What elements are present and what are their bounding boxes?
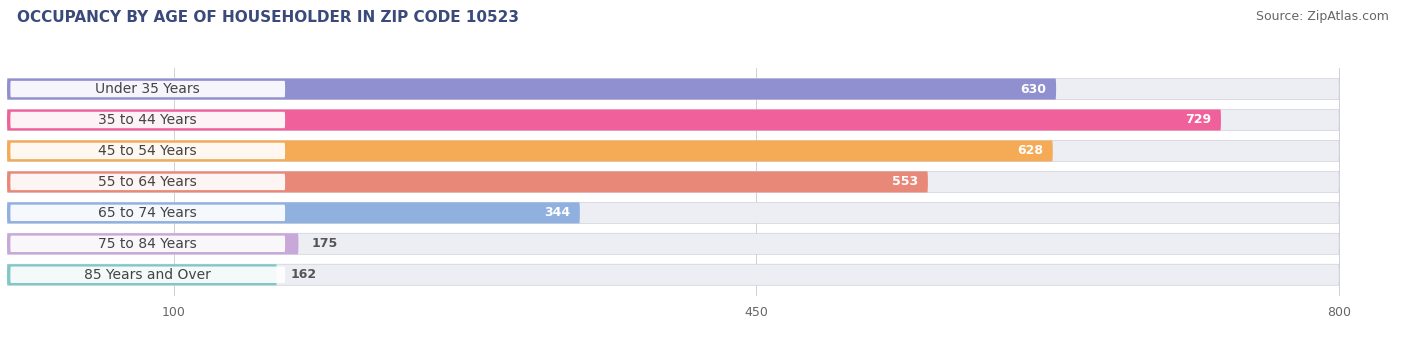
- FancyBboxPatch shape: [10, 143, 285, 159]
- Text: 630: 630: [1021, 83, 1046, 96]
- FancyBboxPatch shape: [7, 264, 1339, 285]
- FancyBboxPatch shape: [7, 233, 298, 254]
- FancyBboxPatch shape: [10, 236, 285, 252]
- FancyBboxPatch shape: [10, 81, 285, 97]
- Text: 85 Years and Over: 85 Years and Over: [84, 268, 211, 282]
- FancyBboxPatch shape: [7, 171, 928, 192]
- Text: 75 to 84 Years: 75 to 84 Years: [98, 237, 197, 251]
- Text: 35 to 44 Years: 35 to 44 Years: [98, 113, 197, 127]
- FancyBboxPatch shape: [10, 112, 285, 128]
- FancyBboxPatch shape: [10, 174, 285, 190]
- FancyBboxPatch shape: [7, 140, 1339, 162]
- FancyBboxPatch shape: [7, 109, 1339, 131]
- Text: Source: ZipAtlas.com: Source: ZipAtlas.com: [1256, 10, 1389, 23]
- Text: 553: 553: [891, 175, 918, 188]
- Text: OCCUPANCY BY AGE OF HOUSEHOLDER IN ZIP CODE 10523: OCCUPANCY BY AGE OF HOUSEHOLDER IN ZIP C…: [17, 10, 519, 25]
- FancyBboxPatch shape: [7, 202, 579, 223]
- Text: 344: 344: [544, 206, 569, 219]
- FancyBboxPatch shape: [7, 233, 1339, 254]
- FancyBboxPatch shape: [7, 79, 1339, 100]
- FancyBboxPatch shape: [7, 79, 1056, 100]
- Text: 65 to 74 Years: 65 to 74 Years: [98, 206, 197, 220]
- FancyBboxPatch shape: [10, 205, 285, 221]
- Text: 45 to 54 Years: 45 to 54 Years: [98, 144, 197, 158]
- Text: 175: 175: [312, 237, 337, 250]
- FancyBboxPatch shape: [7, 171, 1339, 192]
- FancyBboxPatch shape: [7, 140, 1053, 162]
- Text: 162: 162: [290, 268, 316, 281]
- Text: 729: 729: [1185, 114, 1211, 126]
- FancyBboxPatch shape: [7, 202, 1339, 223]
- FancyBboxPatch shape: [7, 109, 1220, 131]
- Text: 55 to 64 Years: 55 to 64 Years: [98, 175, 197, 189]
- FancyBboxPatch shape: [7, 264, 277, 285]
- Text: Under 35 Years: Under 35 Years: [96, 82, 200, 96]
- Text: 628: 628: [1017, 144, 1043, 157]
- FancyBboxPatch shape: [10, 267, 285, 283]
